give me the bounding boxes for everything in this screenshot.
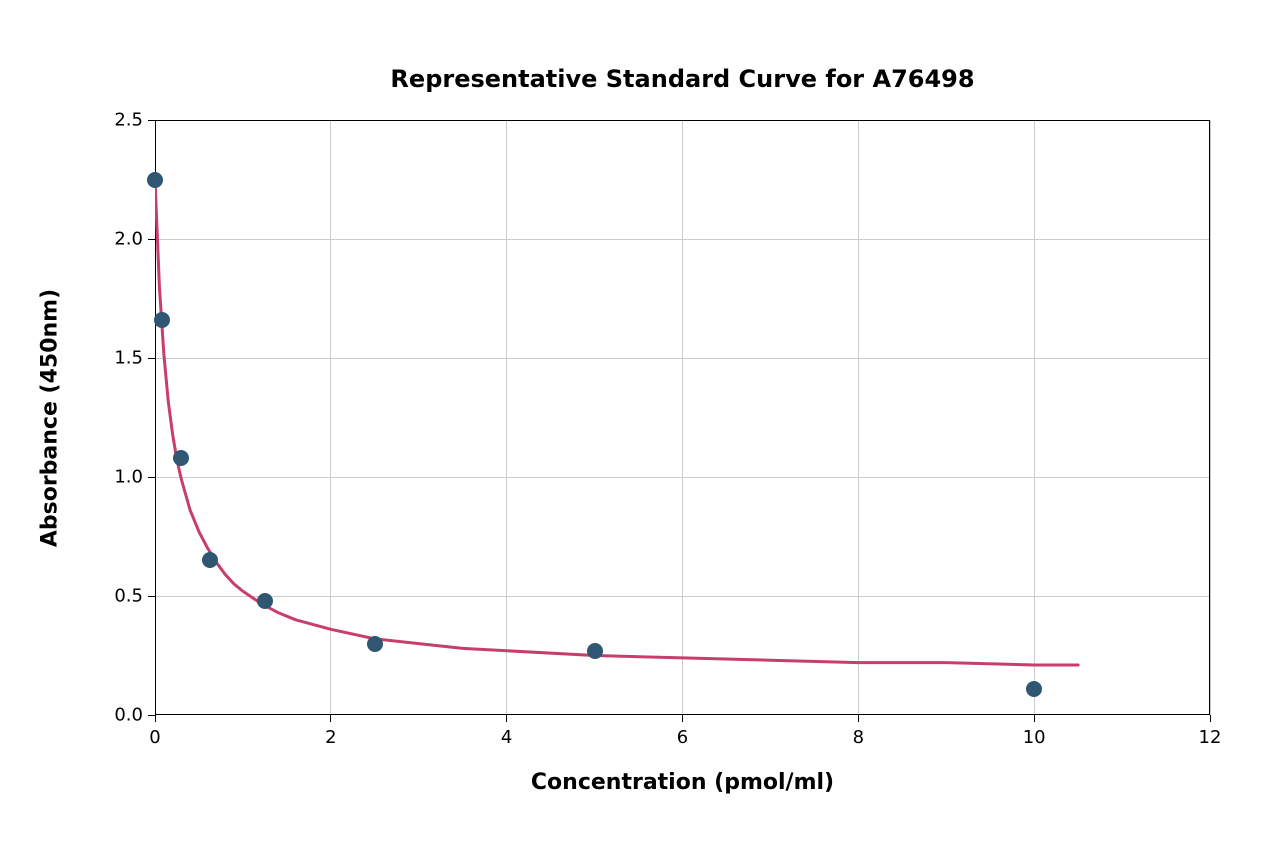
data-point bbox=[367, 636, 383, 652]
data-point bbox=[202, 552, 218, 568]
data-point bbox=[154, 312, 170, 328]
data-point bbox=[257, 593, 273, 609]
data-point bbox=[1026, 681, 1042, 697]
data-point bbox=[147, 172, 163, 188]
fit-curve bbox=[0, 0, 1280, 845]
data-point bbox=[587, 643, 603, 659]
figure: Representative Standard Curve for A76498… bbox=[0, 0, 1280, 845]
data-point bbox=[173, 450, 189, 466]
